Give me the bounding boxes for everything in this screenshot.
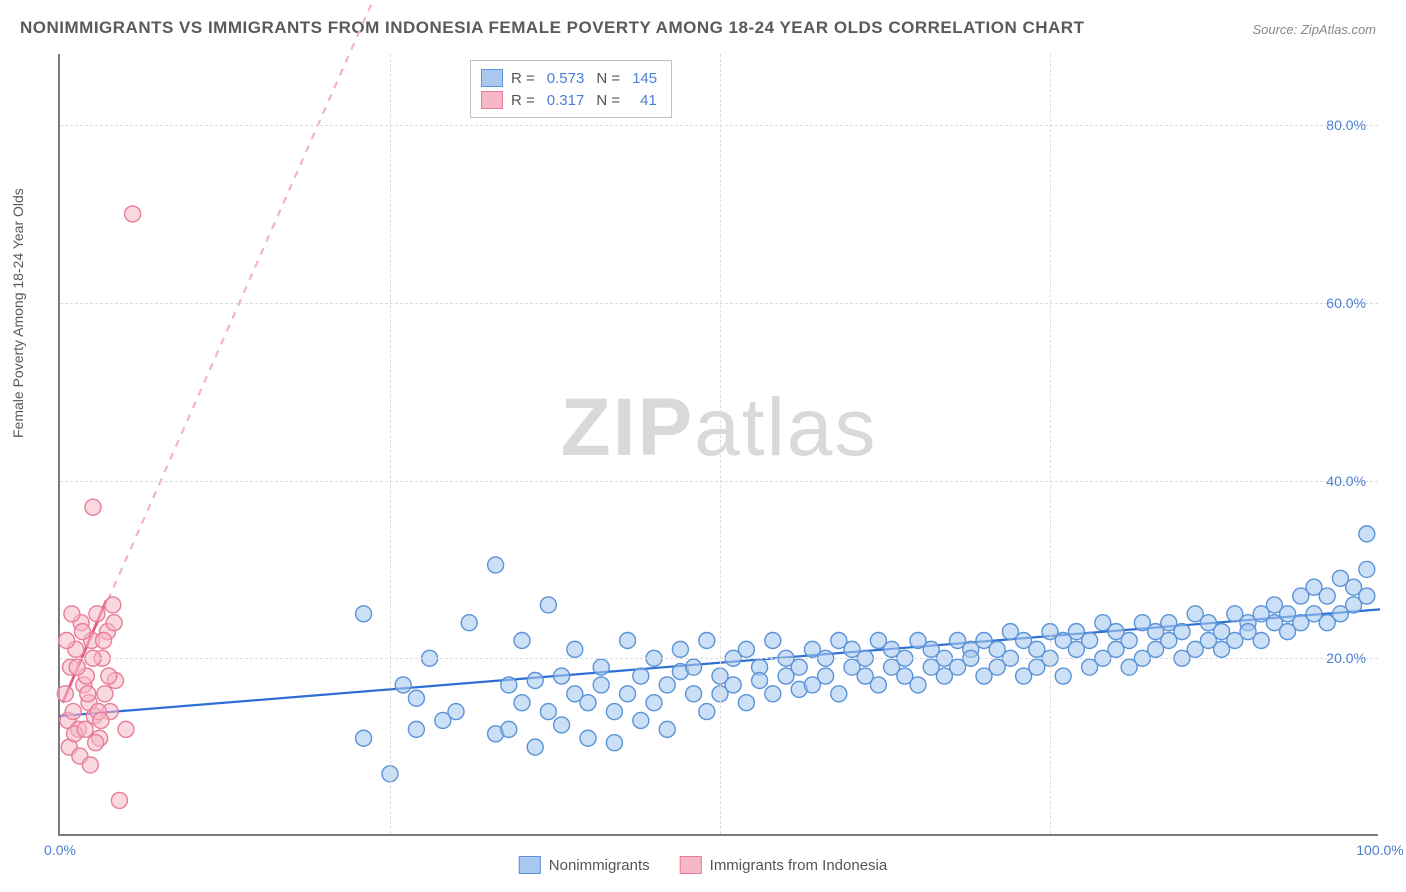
x-tick-label: 0.0% bbox=[44, 842, 76, 858]
chart-title: NONIMMIGRANTS VS IMMIGRANTS FROM INDONES… bbox=[20, 18, 1084, 38]
y-tick-label: 60.0% bbox=[1326, 295, 1366, 311]
gridline-h bbox=[60, 125, 1378, 126]
chart-container: NONIMMIGRANTS VS IMMIGRANTS FROM INDONES… bbox=[0, 0, 1406, 892]
bottom-legend: Nonimmigrants Immigrants from Indonesia bbox=[519, 856, 887, 874]
legend-item-immigrants: Immigrants from Indonesia bbox=[680, 856, 888, 874]
gridline-h bbox=[60, 658, 1378, 659]
legend-swatch-nonimmigrants bbox=[519, 856, 541, 874]
y-axis-label: Female Poverty Among 18-24 Year Olds bbox=[10, 188, 26, 438]
legend-swatch-immigrants bbox=[680, 856, 702, 874]
gridline-v bbox=[390, 54, 391, 834]
plot-area: ZIPatlas R = 0.573 N = 145 R = 0.317 N =… bbox=[58, 54, 1378, 836]
y-tick-label: 80.0% bbox=[1326, 117, 1366, 133]
gridline-h bbox=[60, 303, 1378, 304]
legend-label-nonimmigrants: Nonimmigrants bbox=[549, 857, 650, 874]
legend-label-immigrants: Immigrants from Indonesia bbox=[710, 857, 888, 874]
plot-svg bbox=[60, 54, 1378, 834]
gridline-v bbox=[1050, 54, 1051, 834]
y-tick-label: 40.0% bbox=[1326, 473, 1366, 489]
legend-item-nonimmigrants: Nonimmigrants bbox=[519, 856, 650, 874]
source-label: Source: ZipAtlas.com bbox=[1252, 22, 1376, 37]
x-tick-label: 100.0% bbox=[1356, 842, 1403, 858]
y-tick-label: 20.0% bbox=[1326, 650, 1366, 666]
gridline-h bbox=[60, 481, 1378, 482]
gridline-v bbox=[720, 54, 721, 834]
